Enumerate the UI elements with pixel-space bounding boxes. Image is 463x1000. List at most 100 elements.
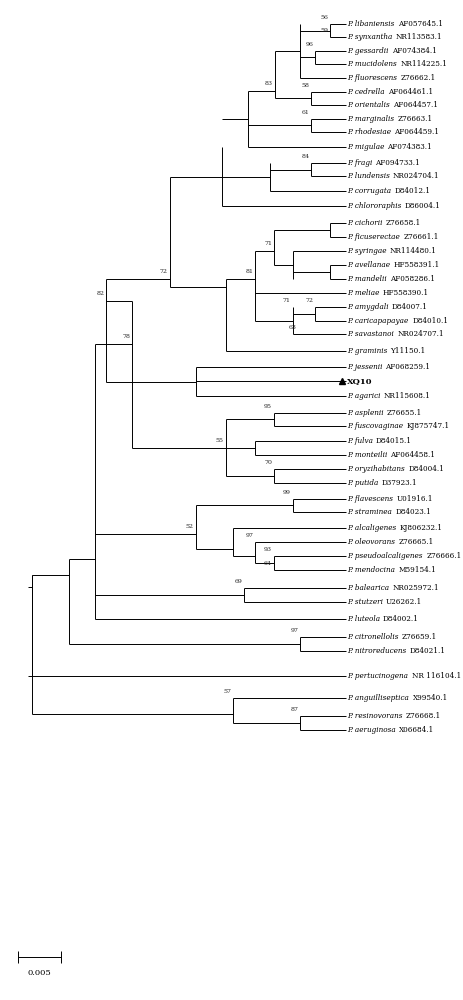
Text: 55: 55: [216, 438, 224, 443]
Text: P. balearica: P. balearica: [347, 584, 389, 592]
Text: P. avellanae: P. avellanae: [347, 261, 390, 269]
Text: AF074383.1: AF074383.1: [387, 143, 432, 151]
Text: 81: 81: [245, 269, 253, 274]
Text: 71: 71: [283, 298, 291, 303]
Text: P. synxantha: P. synxantha: [347, 33, 393, 41]
Text: 56: 56: [320, 15, 328, 20]
Text: 83: 83: [265, 81, 273, 86]
Text: P. anguilliseptica: P. anguilliseptica: [347, 694, 409, 702]
Text: P. jessenii: P. jessenii: [347, 363, 383, 371]
Text: P. savastanoi: P. savastanoi: [347, 330, 394, 338]
Text: P. oleovorans: P. oleovorans: [347, 538, 395, 546]
Text: D84021.1: D84021.1: [410, 647, 446, 655]
Text: 78: 78: [123, 334, 131, 339]
Text: 96: 96: [305, 42, 313, 47]
Text: 71: 71: [264, 241, 272, 246]
Text: P. fuscovaginae: P. fuscovaginae: [347, 422, 403, 430]
Text: D84023.1: D84023.1: [395, 508, 431, 516]
Text: AF064459.1: AF064459.1: [394, 128, 439, 136]
Text: D84012.1: D84012.1: [394, 187, 430, 195]
Text: NR 116104.1: NR 116104.1: [412, 672, 461, 680]
Text: P. mucidolens: P. mucidolens: [347, 60, 397, 68]
Text: 97: 97: [290, 628, 298, 633]
Text: P. pertucinogena: P. pertucinogena: [347, 672, 408, 680]
Text: 63: 63: [288, 325, 296, 330]
Text: 93: 93: [264, 547, 272, 552]
Text: P. corrugata: P. corrugata: [347, 187, 392, 195]
Text: 69: 69: [234, 579, 242, 584]
Text: AF064458.1: AF064458.1: [390, 451, 435, 459]
Text: NR024704.1: NR024704.1: [393, 172, 440, 180]
Text: P. straminea: P. straminea: [347, 508, 392, 516]
Text: 87: 87: [290, 707, 298, 712]
Text: P. alcaligenes: P. alcaligenes: [347, 524, 397, 532]
Text: NR115608.1: NR115608.1: [383, 392, 430, 400]
Text: NR114480.1: NR114480.1: [389, 247, 436, 255]
Text: Z76659.1: Z76659.1: [402, 633, 437, 641]
Text: P. oryzihabitans: P. oryzihabitans: [347, 465, 405, 473]
Text: 57: 57: [223, 689, 231, 694]
Text: P. mendocina: P. mendocina: [347, 566, 395, 574]
Text: D84004.1: D84004.1: [408, 465, 444, 473]
Text: P. ficuserectae: P. ficuserectae: [347, 233, 400, 241]
Text: 0.005: 0.005: [27, 969, 51, 977]
Text: D84015.1: D84015.1: [375, 437, 412, 445]
Text: P. flavescens: P. flavescens: [347, 495, 394, 503]
Text: P. resinovorans: P. resinovorans: [347, 712, 403, 720]
Text: P. syringae: P. syringae: [347, 247, 387, 255]
Text: P. marginalis: P. marginalis: [347, 115, 394, 123]
Text: P. cedrella: P. cedrella: [347, 88, 385, 96]
Text: 84: 84: [301, 154, 309, 159]
Text: NR114225.1: NR114225.1: [400, 60, 447, 68]
Text: P. agarici: P. agarici: [347, 392, 381, 400]
Text: P. aeruginosa: P. aeruginosa: [347, 726, 396, 734]
Text: P. lundensis: P. lundensis: [347, 172, 390, 180]
Text: P. nitroreducens: P. nitroreducens: [347, 647, 407, 655]
Text: Y11150.1: Y11150.1: [390, 347, 425, 355]
Text: M59154.1: M59154.1: [398, 566, 436, 574]
Text: P. monteilii: P. monteilii: [347, 451, 388, 459]
Text: AF057645.1: AF057645.1: [398, 20, 443, 28]
Text: U01916.1: U01916.1: [396, 495, 433, 503]
Text: 52: 52: [186, 524, 194, 529]
Text: Z76661.1: Z76661.1: [403, 233, 438, 241]
Text: D84007.1: D84007.1: [392, 303, 427, 311]
Text: P. pseudoalcaligenes: P. pseudoalcaligenes: [347, 552, 423, 560]
Text: NR024707.1: NR024707.1: [397, 330, 444, 338]
Text: P. amygdali: P. amygdali: [347, 303, 389, 311]
Text: 72: 72: [160, 269, 168, 274]
Text: P. rhodesiae: P. rhodesiae: [347, 128, 391, 136]
Text: D37923.1: D37923.1: [381, 479, 417, 487]
Text: AF064461.1: AF064461.1: [388, 88, 432, 96]
Text: P. asplenii: P. asplenii: [347, 409, 384, 417]
Text: P. mandelii: P. mandelii: [347, 275, 387, 283]
Text: 58: 58: [301, 83, 309, 88]
Text: Z76663.1: Z76663.1: [397, 115, 432, 123]
Text: P. meliae: P. meliae: [347, 289, 380, 297]
Text: P. graminis: P. graminis: [347, 347, 388, 355]
Text: D86004.1: D86004.1: [405, 202, 441, 210]
Text: Z76668.1: Z76668.1: [406, 712, 441, 720]
Text: AF094733.1: AF094733.1: [375, 159, 419, 167]
Text: P. chlororaphis: P. chlororaphis: [347, 202, 402, 210]
Text: Z76655.1: Z76655.1: [387, 409, 422, 417]
Text: 59: 59: [320, 28, 328, 33]
Text: NR113583.1: NR113583.1: [395, 33, 442, 41]
Text: D84002.1: D84002.1: [383, 615, 419, 623]
Text: P. citronellolis: P. citronellolis: [347, 633, 399, 641]
Text: NR025972.1: NR025972.1: [392, 584, 439, 592]
Text: P. stutzeri: P. stutzeri: [347, 598, 383, 606]
Text: P. libaniensis: P. libaniensis: [347, 20, 395, 28]
Text: P. fragi: P. fragi: [347, 159, 373, 167]
Text: 82: 82: [96, 291, 105, 296]
Text: P. fluorescens: P. fluorescens: [347, 74, 397, 82]
Text: 97: 97: [245, 533, 253, 538]
Text: P. caricapapayae: P. caricapapayae: [347, 317, 409, 325]
Text: Z76666.1: Z76666.1: [427, 552, 462, 560]
Text: AF068259.1: AF068259.1: [385, 363, 430, 371]
Text: 99: 99: [283, 490, 291, 495]
Text: Z76665.1: Z76665.1: [398, 538, 433, 546]
Text: P. putida: P. putida: [347, 479, 379, 487]
Text: P. fulva: P. fulva: [347, 437, 373, 445]
Text: AF074384.1: AF074384.1: [392, 47, 437, 55]
